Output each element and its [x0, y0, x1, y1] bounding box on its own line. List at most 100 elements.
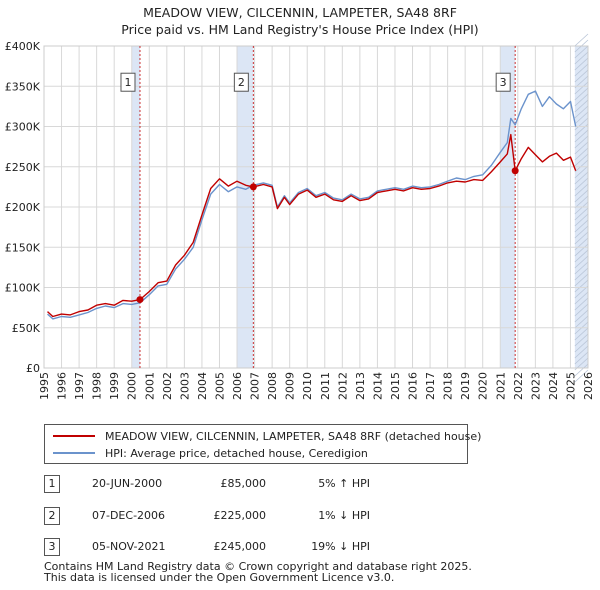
x-tick-label: 1999: [108, 372, 121, 400]
x-tick-label: 2008: [266, 372, 279, 400]
sale-point: [249, 183, 257, 191]
hatch-line: [574, 243, 589, 257]
hatch-line: [574, 51, 589, 65]
sale-date: 05-NOV-2021: [92, 540, 166, 553]
x-tick-label: 2004: [196, 372, 209, 400]
hatch-line: [574, 93, 589, 107]
hatch-line: [574, 57, 589, 71]
hatch-line: [574, 261, 589, 275]
hatch-line: [574, 171, 589, 185]
x-tick-label: 2010: [301, 372, 314, 400]
y-tick-label: £250K: [5, 161, 41, 174]
chart-title: MEADOW VIEW, CILCENNIN, LAMPETER, SA48 8…: [143, 5, 457, 20]
y-tick-label: £100K: [5, 282, 41, 295]
sale-point: [136, 296, 144, 304]
sale-marker-label: 2: [238, 76, 245, 89]
y-tick-label: £50K: [12, 322, 41, 335]
hatch-line: [574, 111, 589, 125]
sale-point: [511, 167, 519, 175]
plot-area: £0 £50K £100K £150K £200K £250K £300K £350K £400…: [5, 33, 595, 400]
table-row: 1 20-JUN-2000 £85,000 5% ↑ HPI: [0, 472, 600, 494]
hatch-line: [574, 267, 589, 281]
hatch-line: [574, 369, 589, 383]
x-tick-label: 2026: [582, 372, 595, 400]
x-tick-label: 2009: [284, 372, 297, 400]
hatch-line: [574, 165, 589, 179]
sale-marker-box: [120, 72, 136, 92]
plot-frame: [43, 45, 589, 369]
x-tick-label: 2015: [389, 372, 402, 400]
property-price-line: [47, 133, 577, 318]
hatch-line: [574, 213, 589, 227]
x-tick-label: 1995: [38, 372, 51, 400]
table-row: 3 05-NOV-2021 £245,000 19% ↓ HPI: [0, 535, 600, 557]
x-tick-label: 2011: [319, 372, 332, 400]
sale-marker-label: 1: [124, 76, 131, 89]
legend-item-property: MEADOW VIEW, CILCENNIN, LAMPETER, SA48 8…: [53, 428, 481, 444]
x-tick-label: 2016: [407, 372, 420, 400]
y-tick-label: £0: [26, 362, 40, 375]
x-tick-label: 2017: [424, 372, 437, 400]
sale-price: £225,000: [213, 509, 267, 522]
y-tick-label: £400K: [5, 40, 41, 53]
hatch-line: [574, 345, 589, 359]
legend-swatch-property: [53, 435, 95, 437]
x-tick-label: 2013: [354, 372, 367, 400]
x-tick-label: 2022: [512, 372, 525, 400]
hatch-line: [574, 105, 589, 119]
hatch-line: [574, 315, 589, 329]
hatch-line: [574, 99, 589, 113]
sale-marker-label: 3: [500, 76, 507, 89]
sale-hpi-diff: 5% ↑ HPI: [318, 477, 370, 490]
hatch-line: [574, 183, 589, 197]
x-tick-label: 2019: [459, 372, 472, 400]
hatch-line: [574, 231, 589, 245]
x-tick-label: 2025: [564, 372, 577, 400]
x-tick-label: 2012: [336, 372, 349, 400]
x-tick-label: 2002: [161, 372, 174, 400]
hatch-line: [574, 177, 589, 191]
x-tick-label: 2003: [178, 372, 191, 400]
hatch-line: [574, 141, 589, 155]
hatch-line: [574, 207, 589, 221]
sale-price: £245,000: [213, 540, 267, 553]
hatch-line: [574, 303, 589, 317]
hatch-line: [574, 225, 589, 239]
legend-label-property: MEADOW VIEW, CILCENNIN, LAMPETER, SA48 8…: [105, 429, 482, 443]
x-tick-label: 2018: [442, 372, 455, 400]
x-tick-label: 1998: [91, 372, 104, 400]
x-tick-label: 2014: [371, 372, 384, 400]
y-tick-label: £350K: [5, 80, 41, 93]
x-tick-label: 2007: [249, 372, 262, 400]
sale-date: 20-JUN-2000: [92, 477, 163, 490]
legend-item-hpi: HPI: Average price, detached house, Cere…: [53, 445, 368, 461]
hatch-line: [574, 255, 589, 269]
hatch-line: [574, 69, 589, 83]
sale-hpi-diff: 19% ↓ HPI: [311, 540, 370, 553]
chart-subtitle: Price paid vs. HM Land Registry's House …: [121, 22, 478, 37]
legend-label-hpi: HPI: Average price, detached house, Cere…: [105, 446, 368, 460]
x-tick-label: 2001: [143, 372, 156, 400]
hatch-line: [574, 129, 589, 143]
hatch-line: [574, 351, 589, 365]
table-row: 2 07-DEC-2006 £225,000 1% ↓ HPI: [0, 504, 600, 526]
x-tick-label: 2005: [213, 372, 226, 400]
sale-date: 07-DEC-2006: [92, 509, 166, 522]
hatch-line: [574, 297, 589, 311]
x-tick-label: 2000: [126, 372, 139, 400]
y-tick-label: £300K: [5, 121, 41, 134]
sale-number-badge: 3: [44, 538, 60, 556]
sale-number-badge: 2: [44, 507, 60, 525]
footer-attribution: Contains HM Land Registry data © Crown c…: [44, 561, 472, 583]
hatch-line: [574, 333, 589, 347]
hatch-line: [574, 195, 589, 209]
sale-marker-box: [495, 72, 511, 92]
x-tick-label: 2024: [547, 372, 560, 400]
hatch-line: [574, 309, 589, 323]
hatch-line: [574, 147, 589, 161]
hatch-line: [574, 219, 589, 233]
hatch-line: [574, 273, 589, 287]
hatch-line: [574, 33, 589, 47]
x-tick-label: 1996: [56, 372, 69, 400]
x-tick-label: 2020: [477, 372, 490, 400]
